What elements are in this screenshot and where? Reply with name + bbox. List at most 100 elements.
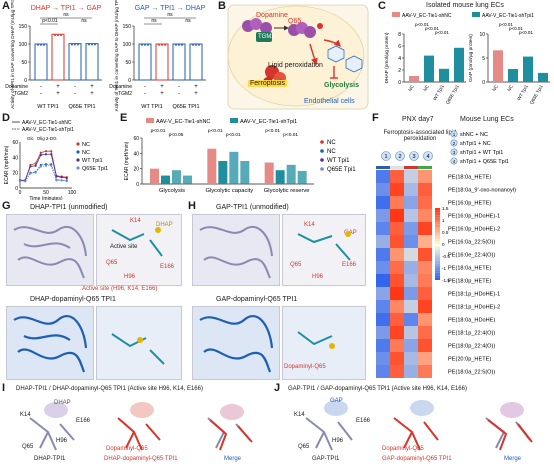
- bar: [183, 175, 192, 184]
- sign: -: [178, 84, 180, 90]
- panel-h-letter: H: [188, 200, 196, 212]
- group-number-badge: [395, 151, 405, 161]
- glucose-molecule-icon: [327, 45, 363, 73]
- heatmap-cell: [404, 313, 418, 326]
- caption-dhap-tpi1: DHAP-TPI1: [34, 456, 66, 462]
- heatmap-cell: [418, 365, 432, 378]
- color-scale-step: [435, 234, 440, 237]
- y-tick-label: 60: [133, 136, 139, 142]
- row-label: PE(18:1p_22:4(O)): [448, 331, 495, 337]
- residue-h96: H96: [124, 274, 136, 280]
- color-scale-step: [435, 263, 440, 266]
- data-point: [44, 163, 48, 166]
- data-point: [91, 43, 93, 46]
- heatmap-cell: [390, 235, 404, 248]
- heatmap-cell: [376, 196, 390, 209]
- heatmap-cell: [390, 274, 404, 287]
- heatmap-cell: [404, 274, 418, 287]
- y-tick-label: 0: [136, 182, 139, 188]
- protein-structure-top-overview: [6, 214, 94, 286]
- legend-swatch: [392, 12, 400, 17]
- heatmap-cell: [418, 352, 432, 365]
- x-tick-label: NC: [422, 83, 430, 92]
- legend-marker: [76, 158, 80, 162]
- label-endothelial-cells: Endothelial cells: [304, 98, 355, 105]
- row-label: TGM2: [118, 91, 132, 97]
- residue-q65: Q65: [106, 260, 118, 266]
- sign: -: [74, 91, 76, 97]
- bar: [218, 161, 228, 184]
- row-label: PE(18:0a_9'-oxo-nonanoyl): [448, 188, 516, 194]
- panel-i-letter: I: [2, 382, 6, 394]
- data-point: [198, 44, 200, 46]
- data-point: [144, 44, 146, 46]
- heatmap-cell: [418, 222, 432, 235]
- data-point: [34, 171, 37, 174]
- y-axis-label: DHAP (pmol/µg protein): [384, 32, 390, 83]
- data-point: [57, 34, 59, 37]
- data-point: [29, 172, 32, 175]
- y-tick-label: 0: [24, 78, 27, 84]
- data-point: [55, 175, 58, 178]
- legend-number: 3: [453, 150, 456, 155]
- bar: [275, 170, 285, 184]
- bar: [538, 72, 548, 82]
- group-number: 1: [384, 154, 387, 160]
- residue-dopaminyl-q65: Dopaminyl-Q65: [106, 446, 148, 452]
- significance-label: p<0.01: [208, 128, 223, 134]
- y-tick-label: 0: [15, 186, 18, 192]
- legend-number: 4: [453, 159, 456, 164]
- active-site-caption: Active site (H96, K14, E166): [82, 286, 158, 292]
- heatmap-cell: [390, 352, 404, 365]
- caption-dhap-dopaminyl: DHAP-dopaminyl-Q65 TPI1: [104, 456, 178, 462]
- significance-label: ns: [151, 18, 157, 24]
- data-point: [195, 44, 197, 46]
- sign: +: [90, 84, 94, 90]
- panel-i: I DHAP-TPI1 / DHAP-dopaminyl-Q65 TPI1 (A…: [0, 382, 272, 468]
- data-point: [43, 44, 45, 46]
- y-tick-label: 0: [482, 80, 485, 86]
- heatmap-cell: [418, 183, 432, 196]
- heatmap-cell: [418, 170, 432, 183]
- data-point: [74, 43, 76, 46]
- dhap-tpi1-structure: [29, 402, 75, 451]
- heatmap-cell: [390, 196, 404, 209]
- heatmap-cell: [390, 326, 404, 339]
- color-scale-step: [435, 260, 440, 264]
- residue-h96: H96: [312, 274, 324, 280]
- heatmap-cell: [376, 209, 390, 222]
- row-label: PE(16:0p_HDoHE)-2: [448, 227, 500, 233]
- data-point: [39, 165, 42, 168]
- heatmap-cell: [390, 170, 404, 183]
- data-point: [18, 180, 22, 183]
- panel-g-top-title: DHAP-TPI1 (unmodified): [30, 204, 108, 211]
- bar: [523, 56, 533, 82]
- data-point: [88, 43, 90, 46]
- data-point: [71, 43, 73, 46]
- residue-q65: Q65: [22, 444, 34, 450]
- color-scale-label: 1: [442, 218, 445, 223]
- group-number-badge: [409, 151, 419, 161]
- color-scale-step: [435, 246, 440, 249]
- legend-label: shNC + NC: [460, 132, 488, 138]
- x-tick-label: Q65E Tpi1: [445, 84, 460, 105]
- y-tick-label: 4: [398, 56, 401, 62]
- color-scale-step: [435, 244, 440, 247]
- merge-structure: [485, 402, 533, 451]
- color-scale-step: [435, 227, 440, 230]
- legend-label: NC: [327, 149, 336, 155]
- heatmap-cell: [390, 339, 404, 352]
- group-number: 4: [426, 154, 429, 160]
- legend-label: Q65E Tpi1: [327, 167, 356, 173]
- data-point: [50, 150, 53, 153]
- legend-swatch: [472, 12, 480, 17]
- sign: -: [144, 91, 146, 97]
- legend-label: NC: [327, 140, 336, 146]
- group-color-bar: [404, 166, 418, 169]
- y-tick-label: 20: [12, 171, 18, 177]
- y-tick-label: 6: [398, 44, 401, 50]
- legend-marker: [450, 139, 458, 147]
- residue-dhap: DHAP: [156, 222, 173, 228]
- tpi1-protein-icon: [242, 18, 272, 42]
- panel-h-bottom-title: GAP-dopaminyl-Q65 TPI1: [216, 296, 298, 303]
